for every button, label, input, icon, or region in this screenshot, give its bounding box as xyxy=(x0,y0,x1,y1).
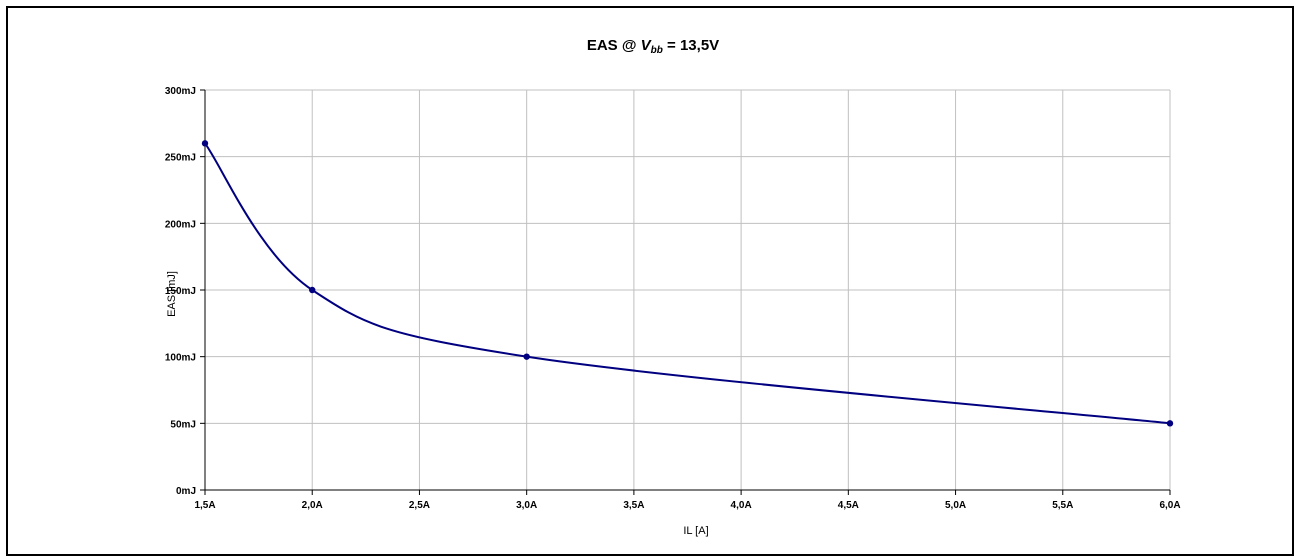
y-tick-label: 50mJ xyxy=(170,419,196,430)
y-axis-title: EAS [mJ] xyxy=(166,271,178,317)
axis-layer xyxy=(200,89,1171,495)
grid-layer xyxy=(205,89,1171,490)
y-tick-label: 150mJ xyxy=(165,286,196,297)
y-tick-label: 300mJ xyxy=(165,86,196,97)
y-tick-label: 0mJ xyxy=(176,486,196,497)
x-tick-label: 1,5A xyxy=(194,500,215,511)
data-point-marker xyxy=(523,353,530,360)
y-tick-label: 100mJ xyxy=(165,353,196,364)
x-tick-label: 3,5A xyxy=(623,500,644,511)
x-tick-label: 5,5A xyxy=(1052,500,1073,511)
x-tick-label: 3,0A xyxy=(516,500,537,511)
x-tick-label: 6,0A xyxy=(1159,500,1180,511)
data-point-marker xyxy=(309,286,316,294)
series-layer xyxy=(201,140,1174,427)
tick-label-layer: 0mJ 50mJ 100mJ 150mJ 200mJ 250mJ 300mJ 1,5A 2,0A… xyxy=(165,86,1181,511)
data-point-marker xyxy=(201,140,209,147)
x-axis-title: IL [A] xyxy=(683,525,708,537)
chart-title: EAS @ Vbb = 13,5V xyxy=(587,37,719,56)
x-tick-label: 5,0A xyxy=(945,500,966,511)
y-tick-label: 200mJ xyxy=(165,219,196,230)
series-line xyxy=(204,142,1171,425)
data-point-marker xyxy=(1166,420,1174,427)
y-tick-label: 250mJ xyxy=(165,153,196,164)
x-tick-label: 4,5A xyxy=(838,500,859,511)
chart-frame: EAS @ Vbb = 13,5V 0mJ 50mJ 100mJ 150mJ 200mJ… xyxy=(6,6,1294,556)
x-tick-label: 2,5A xyxy=(409,500,430,511)
chart-canvas: EAS @ Vbb = 13,5V 0mJ 50mJ 100mJ 150mJ 200mJ… xyxy=(165,37,1181,537)
x-tick-label: 4,0A xyxy=(731,500,752,511)
x-tick-label: 2,0A xyxy=(302,500,323,511)
